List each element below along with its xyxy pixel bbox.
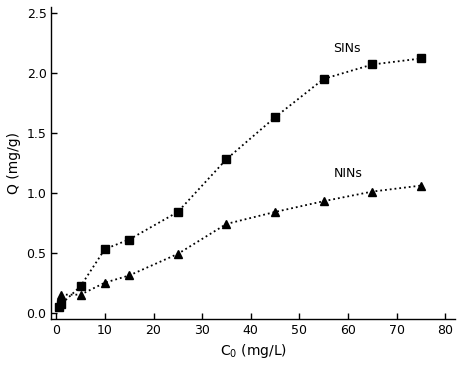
Text: NINs: NINs (334, 167, 362, 180)
Y-axis label: Q (mg/g): Q (mg/g) (7, 132, 21, 194)
Text: SINs: SINs (334, 43, 361, 55)
X-axis label: C$_0$ (mg/L): C$_0$ (mg/L) (219, 342, 287, 360)
